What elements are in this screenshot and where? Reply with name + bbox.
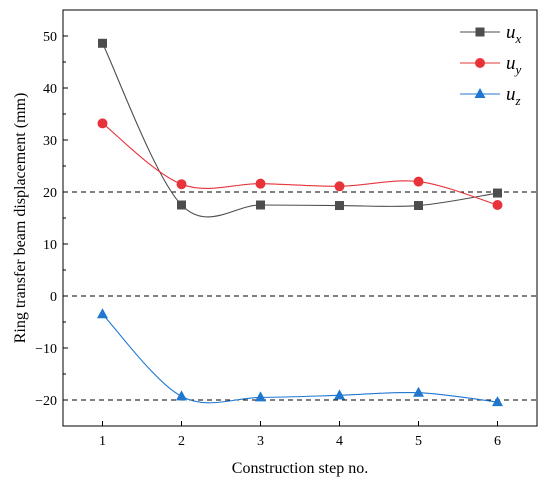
x-tick-label: 5: [415, 434, 422, 449]
legend-label-uy: uy: [506, 53, 522, 77]
x-tick-label: 6: [494, 434, 501, 449]
data-point-uz: [176, 390, 187, 401]
x-tick-label: 1: [99, 434, 106, 449]
y-tick-label: 10: [43, 238, 57, 253]
x-axis: 1 2 3 4 5 6: [99, 421, 501, 449]
y-tick-label: 50: [43, 30, 57, 45]
series-line-uy: [102, 122, 498, 206]
data-point-uz: [97, 308, 108, 319]
data-point-uy: [176, 179, 187, 190]
data-point-uz: [413, 386, 424, 397]
y-tick-label: 30: [43, 134, 57, 149]
data-point-uy: [334, 181, 345, 192]
y-axis-title: Ring transfer beam displacement (mm): [12, 93, 29, 344]
data-point-ux: [414, 201, 423, 211]
data-point-uz: [334, 389, 345, 400]
series-line-uz: [102, 313, 498, 404]
data-point-ux: [256, 200, 265, 210]
legend-label-ux: ux: [506, 22, 522, 46]
data-point-uy: [413, 176, 424, 187]
legend-marker-ux: [475, 27, 485, 37]
y-tick-label: −10: [35, 342, 57, 357]
data-point-uy: [97, 118, 108, 129]
series-curves: [102, 43, 498, 404]
plot-frame: [62, 9, 538, 427]
data-point-uz: [492, 396, 503, 407]
data-point-uz: [255, 391, 266, 402]
x-axis-title: Construction step no.: [232, 460, 368, 477]
y-axis: −20 −10 0 10 20 30 40 50: [35, 9, 68, 427]
legend-marker-uz: [474, 88, 486, 98]
data-point-uy: [255, 178, 266, 189]
y-tick-label: 0: [50, 290, 57, 305]
y-tick-label: −20: [35, 394, 57, 409]
data-point-ux: [177, 200, 186, 210]
legend: ux uy uz: [460, 22, 522, 108]
reference-lines: [63, 191, 537, 401]
series-markers: [97, 38, 503, 407]
data-point-uy: [492, 200, 503, 210]
x-tick-label: 3: [257, 434, 264, 449]
series-line-ux: [102, 43, 498, 218]
y-tick-label: 40: [43, 82, 57, 97]
data-point-ux: [335, 201, 344, 211]
x-tick-label: 4: [336, 434, 343, 449]
y-tick-label: 20: [43, 186, 57, 201]
data-point-ux: [493, 188, 502, 198]
legend-label-uz: uz: [506, 84, 521, 108]
x-tick-label: 2: [178, 434, 185, 449]
legend-marker-uy: [475, 58, 485, 68]
data-point-ux: [98, 38, 107, 48]
